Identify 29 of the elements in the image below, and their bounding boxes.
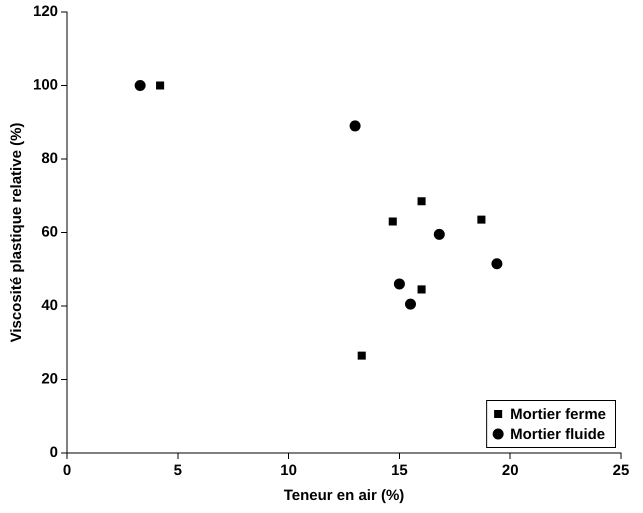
x-tick-label: 10 bbox=[280, 462, 297, 480]
legend-label: Mortier ferme bbox=[510, 406, 606, 424]
y-tick-label: 100 bbox=[32, 76, 58, 94]
point bbox=[350, 120, 361, 132]
point bbox=[418, 197, 426, 206]
x-tick-label: 5 bbox=[174, 462, 182, 480]
y-tick-label: 40 bbox=[41, 297, 58, 314]
point bbox=[477, 216, 486, 224]
legend-label: Mortier fluide bbox=[510, 426, 606, 444]
point bbox=[388, 217, 397, 226]
y-axis-title: Viscosité plastique relative (%) bbox=[8, 122, 26, 342]
point bbox=[156, 81, 164, 90]
point bbox=[394, 278, 405, 290]
y-tick-label: 80 bbox=[41, 150, 58, 168]
x-tick-label: 25 bbox=[612, 462, 630, 480]
y-tick-label: 120 bbox=[32, 3, 58, 20]
point bbox=[134, 80, 146, 91]
point bbox=[418, 285, 426, 294]
point bbox=[491, 258, 502, 270]
y-tick-label: 20 bbox=[41, 370, 58, 388]
point bbox=[358, 352, 366, 360]
point bbox=[404, 298, 416, 310]
x-tick-label: 15 bbox=[391, 462, 408, 480]
y-tick-label: 60 bbox=[41, 224, 58, 241]
point bbox=[434, 228, 445, 240]
x-tick-label: 0 bbox=[62, 462, 72, 480]
x-axis-title: Teneur en air (%) bbox=[284, 487, 404, 504]
y-tick-label: 0 bbox=[50, 444, 58, 462]
x-tick-label: 20 bbox=[502, 462, 519, 480]
